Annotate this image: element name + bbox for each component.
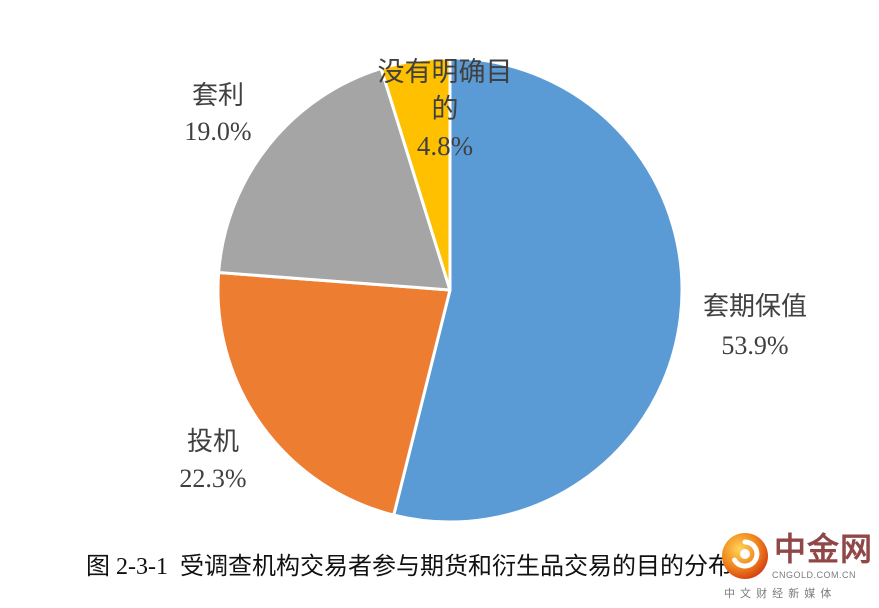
pie-slice-arbitrage <box>217 66 452 292</box>
label-hedging: 套期保值 53.9% <box>690 287 820 365</box>
watermark-brand: 中金网 <box>774 531 874 567</box>
figure-caption: 图 2-3-1 受调查机构交易者参与期货和衍生品交易的目的分布 <box>86 554 732 580</box>
category-label-speculation: 投机 <box>186 427 239 456</box>
label-speculation: 投机 22.3% <box>153 423 273 497</box>
watermark-tagline: 中 文 财 经 新 媒 体 <box>724 588 833 600</box>
value-label-no-clear-purpose: 4.8% <box>416 131 474 161</box>
value-label-arbitrage: 19.0% <box>184 117 252 146</box>
pie-slices <box>216 56 684 524</box>
value-label-speculation: 22.3% <box>179 464 247 493</box>
pie-slice-hedging <box>392 56 684 524</box>
cngold-logo-icon <box>722 533 768 579</box>
label-no-clear-purpose: 没有明确目的 4.8% <box>375 54 515 165</box>
label-arbitrage: 套利 19.0% <box>158 78 278 150</box>
value-label-hedging: 53.9% <box>721 331 789 360</box>
category-label-hedging: 套期保值 <box>702 292 807 321</box>
pie-slice-speculation <box>216 271 452 517</box>
watermark-domain: CNGOLD.COM.CN <box>772 570 857 580</box>
category-label-arbitrage: 套利 <box>191 81 244 110</box>
pie-slice-no-clear-purpose <box>379 56 452 292</box>
watermark: 中金网 CNGOLD.COM.CN 中 文 财 经 新 媒 体 <box>716 528 876 606</box>
category-label-no-clear-purpose: 没有明确目的 <box>377 57 513 124</box>
